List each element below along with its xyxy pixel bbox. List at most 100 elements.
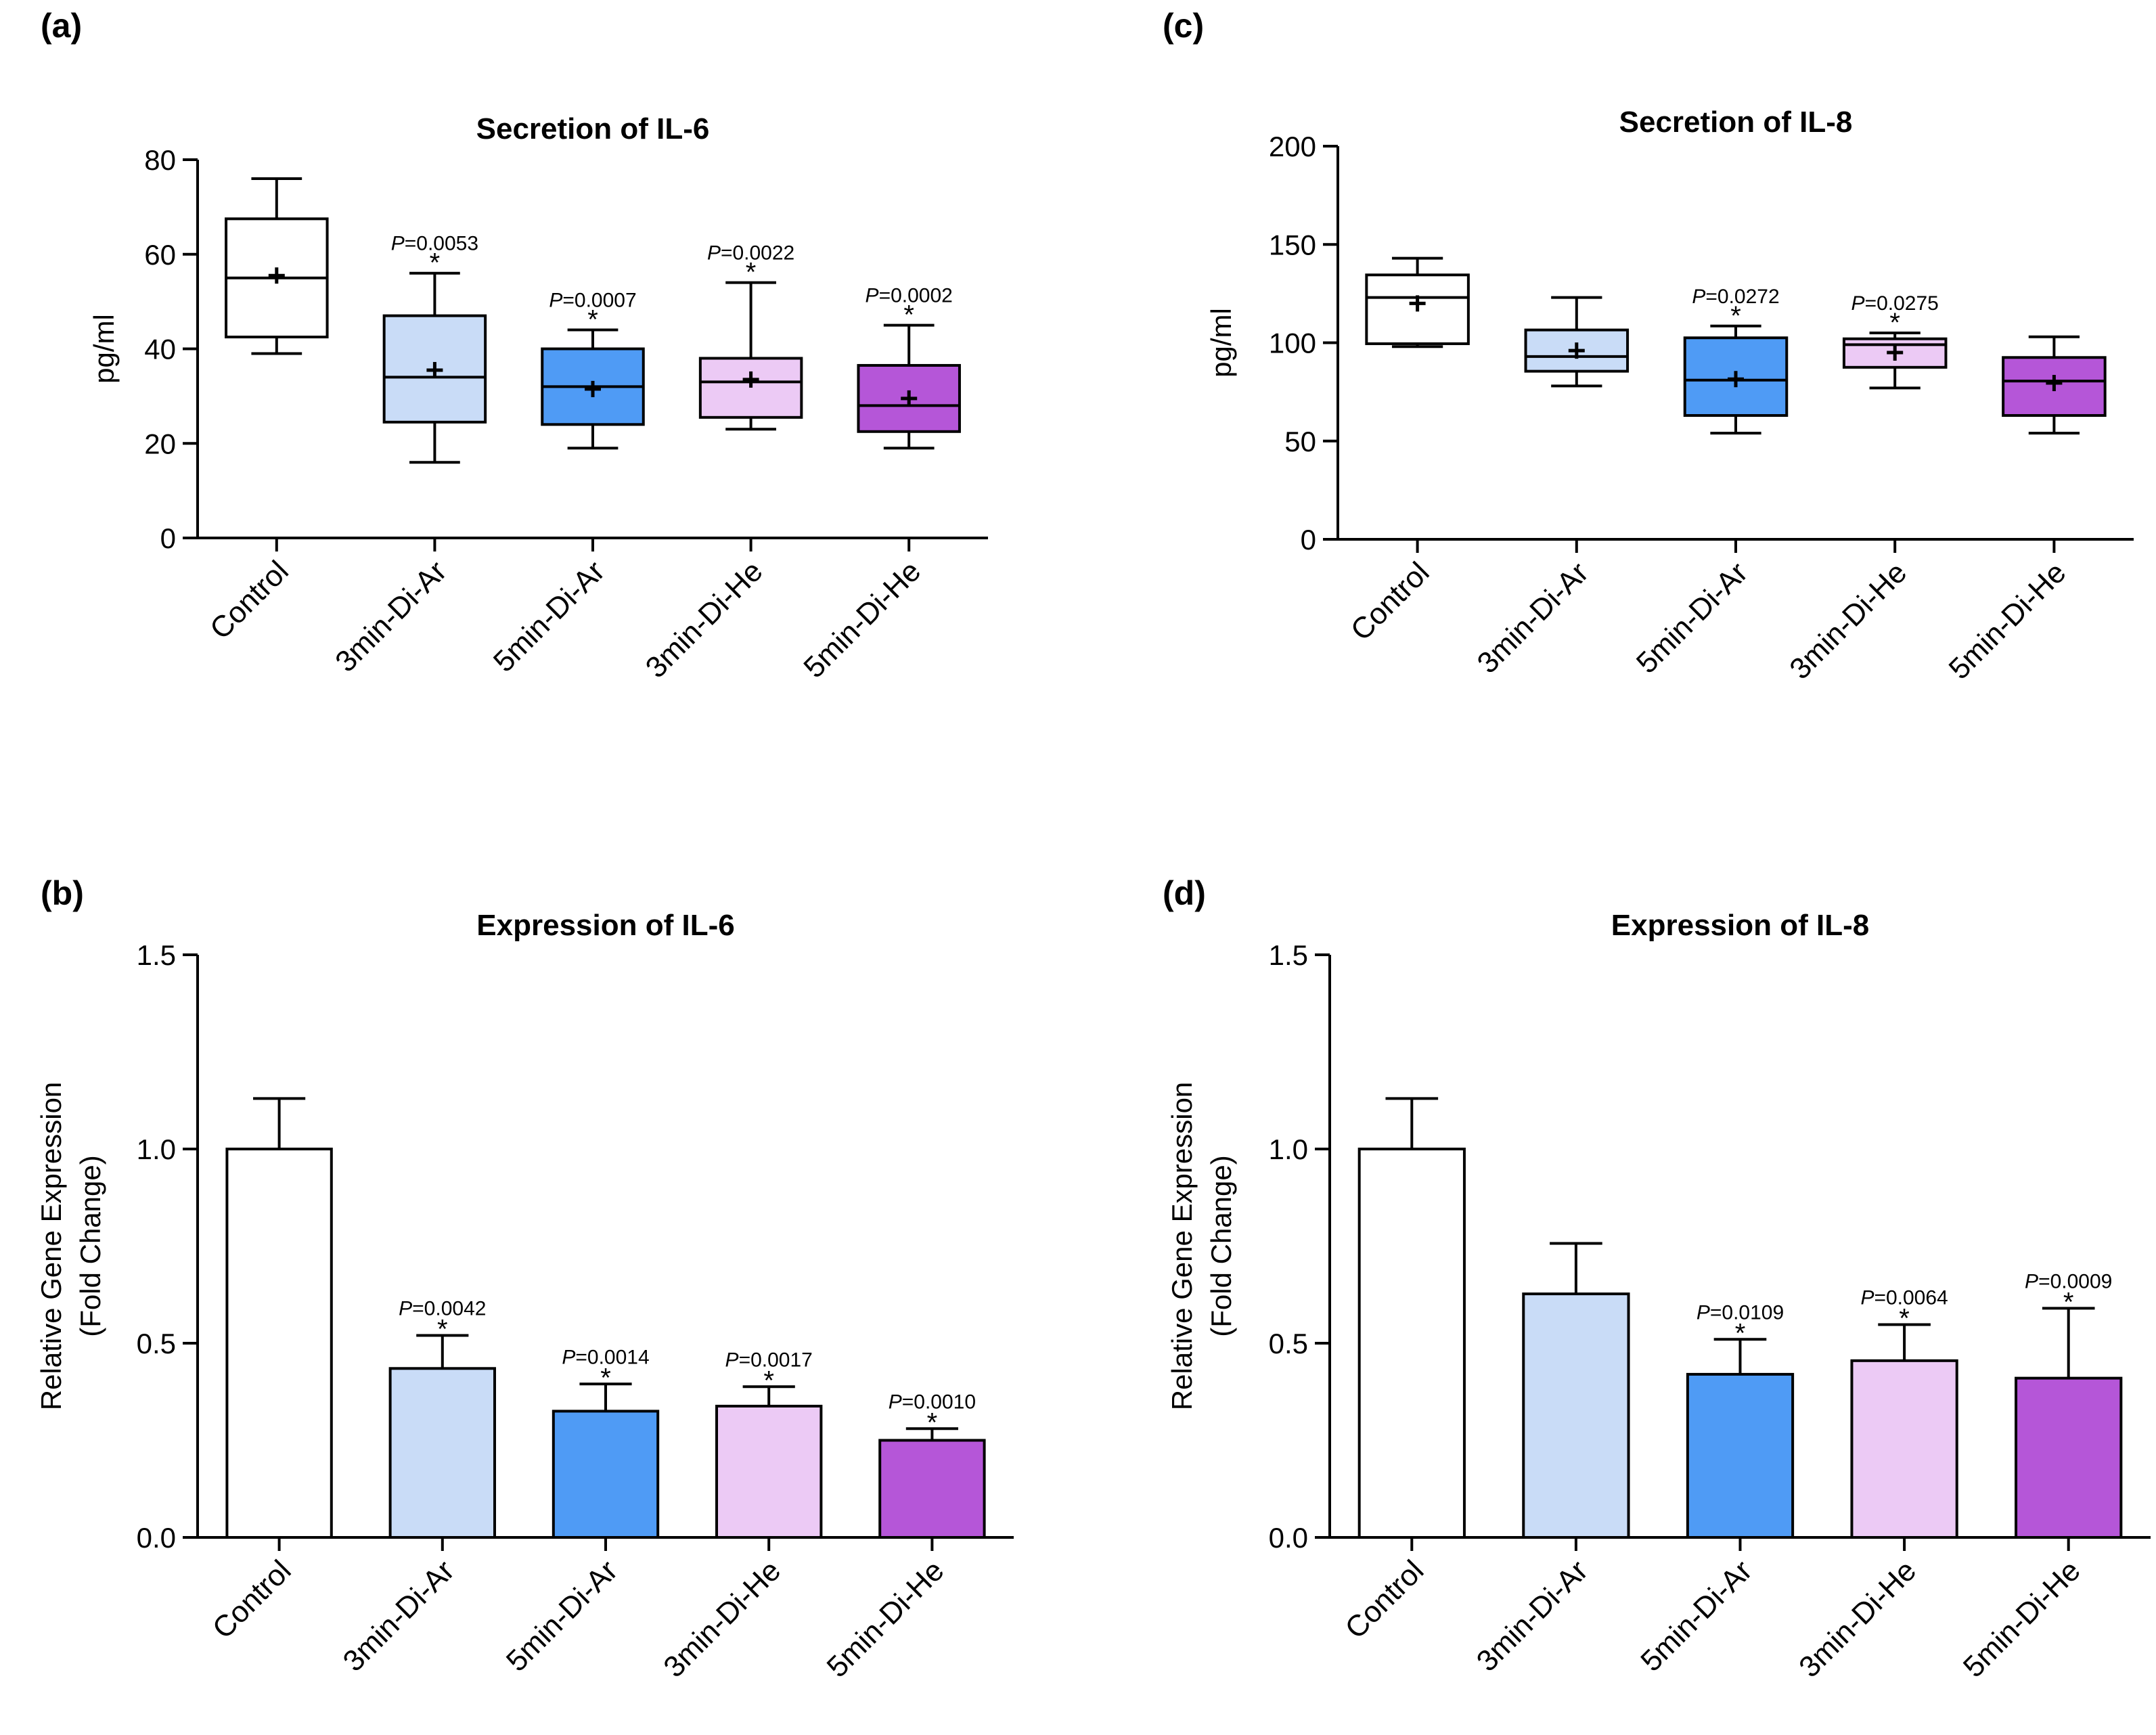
p-value-label: P=0.0010 xyxy=(889,1391,976,1413)
panel-a: (a) Secretion of IL-6 pg/ml 0 20 40 60 80 Contro… xyxy=(0,0,1078,868)
y-tick-label: 1.5 xyxy=(1269,939,1308,971)
p-value-label: P=0.0042 xyxy=(399,1298,486,1320)
y-tick-label: 0 xyxy=(160,522,176,554)
bar xyxy=(552,1410,660,1539)
significance-star: * xyxy=(2063,1287,2074,1317)
x-tick-label: 5min-Di-Ar xyxy=(500,1554,624,1677)
panel-c: (c) Secretion of IL-8 pg/ml 0 50 100 150 200 Con… xyxy=(1078,0,2156,868)
y-tick-label: 1.0 xyxy=(1269,1133,1308,1165)
bar xyxy=(1686,1372,1795,1539)
chart-title: Secretion of IL-8 xyxy=(1619,106,1853,139)
iqr-box xyxy=(698,357,803,419)
iqr-box xyxy=(1365,273,1470,345)
x-tick-label: Control xyxy=(204,554,295,646)
significance-star: * xyxy=(1735,1318,1746,1348)
chart-title: Secretion of IL-6 xyxy=(476,112,710,145)
y-tick-label: 100 xyxy=(1269,328,1316,359)
x-tick-label: 5min-Di-He xyxy=(821,1554,951,1684)
bar xyxy=(388,1367,496,1539)
x-tick-label: 3min-Di-He xyxy=(639,554,769,684)
chart-title: Expression of IL-6 xyxy=(476,909,734,942)
x-tick-label: 3min-Di-He xyxy=(1793,1554,1923,1684)
bar xyxy=(2015,1376,2123,1539)
x-tick-label: 3min-Di-He xyxy=(1783,556,1913,685)
p-value-label: P=0.0064 xyxy=(1860,1286,1948,1309)
p-value-label: P=0.0002 xyxy=(866,285,953,307)
y-tick-label: 200 xyxy=(1269,131,1316,162)
bar xyxy=(1522,1292,1630,1539)
panel-d: (d) Expression of IL-8 Relative Gene Expre… xyxy=(1078,868,2156,1735)
y-tick-label: 150 xyxy=(1269,229,1316,261)
x-tick-label: 5min-Di-Ar xyxy=(487,554,611,678)
y-axis-label-secondary: (Fold Change) xyxy=(1205,1155,1237,1336)
panel-label: (c) xyxy=(1163,7,1204,45)
chart-panel-d-svg: (d) Expression of IL-8 Relative Gene Expre… xyxy=(1163,874,2151,1684)
significance-star: * xyxy=(1889,308,1900,338)
y-axis-label-secondary: (Fold Change) xyxy=(74,1155,106,1336)
chart-panel-c-svg: (c) Secretion of IL-8 pg/ml 0 50 100 150 200 Con… xyxy=(1163,7,2134,685)
p-value-label: P=0.0022 xyxy=(707,242,794,265)
y-tick-label: 1.5 xyxy=(137,939,176,971)
p-value-label: P=0.0009 xyxy=(2025,1270,2112,1292)
chart-panel-b-svg: (b) Expression of IL-6 Relative Gene Expre… xyxy=(35,874,1014,1684)
significance-star: * xyxy=(1899,1303,1910,1333)
y-tick-label: 0.0 xyxy=(137,1522,176,1554)
panel-b: (b) Expression of IL-6 Relative Gene Expre… xyxy=(0,868,1078,1735)
significance-star: * xyxy=(600,1363,611,1393)
y-tick-label: 0.5 xyxy=(137,1328,176,1359)
bar xyxy=(878,1439,986,1539)
bar xyxy=(225,1148,333,1539)
significance-star: * xyxy=(927,1407,938,1437)
bar xyxy=(1850,1359,1958,1539)
significance-star: * xyxy=(437,1315,448,1345)
significance-star: * xyxy=(746,258,757,288)
y-tick-label: 60 xyxy=(144,239,176,271)
y-tick-label: 0.0 xyxy=(1269,1522,1308,1554)
chart-panel-a-svg: (a) Secretion of IL-6 pg/ml 0 20 40 60 80 Contro… xyxy=(41,7,988,684)
x-tick-label: 3min-Di-Ar xyxy=(337,1554,461,1677)
x-tick-label: 3min-Di-Ar xyxy=(329,554,453,678)
p-value-label: P=0.0053 xyxy=(391,233,478,255)
y-tick-label: 20 xyxy=(144,428,176,459)
x-tick-label: 5min-Di-He xyxy=(797,554,927,684)
y-axis-label: Relative Gene Expression xyxy=(1166,1082,1198,1411)
x-tick-label: 3min-Di-Ar xyxy=(1470,1554,1594,1677)
x-tick-label: 3min-Di-He xyxy=(657,1554,787,1684)
significance-star: * xyxy=(430,248,441,278)
x-tick-label: Control xyxy=(206,1554,298,1645)
iqr-box xyxy=(1683,336,1789,417)
panel-label: (b) xyxy=(41,874,84,912)
p-value-label: P=0.0007 xyxy=(549,290,636,312)
y-axis-label: pg/ml xyxy=(88,314,120,384)
y-axis-label: pg/ml xyxy=(1205,308,1237,378)
p-value-label: P=0.0275 xyxy=(1851,292,1939,315)
x-tick-label: 5min-Di-Ar xyxy=(1630,556,1754,679)
p-value-label: P=0.0272 xyxy=(1692,286,1779,308)
chart-title: Expression of IL-8 xyxy=(1611,909,1869,942)
iqr-box xyxy=(1524,328,1630,373)
y-tick-label: 0 xyxy=(1301,524,1316,556)
x-tick-label: 5min-Di-He xyxy=(1943,556,2073,685)
p-value-label: P=0.0017 xyxy=(725,1349,813,1371)
y-tick-label: 1.0 xyxy=(137,1133,176,1165)
y-axis-label: Relative Gene Expression xyxy=(35,1082,67,1411)
x-tick-label: Control xyxy=(1339,1554,1430,1645)
panel-label: (a) xyxy=(41,7,82,45)
x-tick-label: 3min-Di-Ar xyxy=(1471,556,1595,679)
y-tick-label: 40 xyxy=(144,334,176,365)
y-tick-label: 80 xyxy=(144,144,176,176)
y-tick-label: 50 xyxy=(1284,426,1316,457)
significance-star: * xyxy=(763,1366,774,1395)
x-tick-label: Control xyxy=(1345,556,1436,647)
significance-star: * xyxy=(903,300,914,330)
x-tick-label: 5min-Di-He xyxy=(1957,1554,2087,1684)
panel-label: (d) xyxy=(1163,874,1206,912)
bar xyxy=(715,1404,823,1539)
p-value-label: P=0.0109 xyxy=(1697,1301,1784,1324)
significance-star: * xyxy=(1730,301,1741,331)
significance-star: * xyxy=(587,305,598,335)
bar xyxy=(1357,1148,1466,1539)
x-tick-label: 5min-Di-Ar xyxy=(1634,1554,1758,1677)
y-tick-label: 0.5 xyxy=(1269,1328,1308,1359)
p-value-label: P=0.0014 xyxy=(562,1346,649,1368)
